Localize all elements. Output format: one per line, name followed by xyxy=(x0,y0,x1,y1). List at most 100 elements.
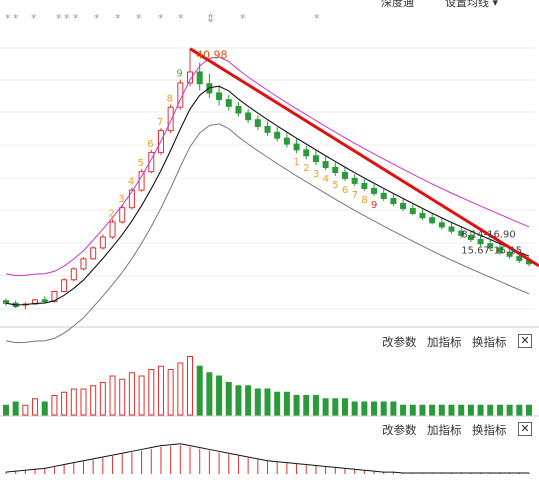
top-menu: 深度通 设置均线 ▾ xyxy=(379,0,539,12)
macd-close-icon[interactable]: ✕ xyxy=(518,422,532,436)
signal-star-mark: * xyxy=(158,12,164,25)
volume-bar xyxy=(516,404,523,416)
volume-bar xyxy=(361,401,368,416)
volume-bar xyxy=(22,404,29,416)
macd-panel-toolbar: 改参数 加指标 换指标 ✕ xyxy=(382,422,532,438)
candle-body xyxy=(380,192,387,199)
volume-bar xyxy=(506,404,513,416)
candle-body xyxy=(187,71,194,84)
volume-bar xyxy=(157,365,164,416)
volume-bar xyxy=(235,385,242,416)
volume-bar xyxy=(351,401,358,416)
ma-lower-line xyxy=(5,123,530,344)
ma-mid-line xyxy=(5,85,530,306)
signal-star-mark: * xyxy=(94,12,100,25)
candle-body xyxy=(312,155,319,163)
candle-body xyxy=(438,222,445,228)
signal-star-mark: * xyxy=(314,12,320,25)
ma-upper-line xyxy=(5,56,530,277)
top-menu-left[interactable]: 深度通 xyxy=(381,0,414,9)
volume-bar xyxy=(400,404,407,416)
candle-body xyxy=(61,279,68,292)
candle-body xyxy=(128,189,135,209)
candle-body xyxy=(390,197,397,205)
candle-body xyxy=(506,251,513,257)
volume-close-icon[interactable]: ✕ xyxy=(518,334,532,348)
td-count-down-label: 6 xyxy=(342,185,348,196)
signal-star-mark: * xyxy=(136,12,142,25)
volume-bar xyxy=(371,401,378,416)
volume-bar xyxy=(138,375,145,416)
candle-body xyxy=(70,268,77,281)
td-count-down-label: 4 xyxy=(323,174,329,185)
td-count-down-label: 1 xyxy=(294,157,300,168)
candle-body xyxy=(458,230,465,236)
volume-bar xyxy=(293,395,300,416)
volume-bar xyxy=(206,372,213,416)
candle-body xyxy=(283,137,290,145)
candle-body xyxy=(109,221,116,238)
signal-star-mark: * xyxy=(56,12,62,25)
candle-body xyxy=(322,161,329,168)
volume-bar xyxy=(254,388,261,416)
td-count-up-label: 9 xyxy=(176,69,182,80)
volume-bar xyxy=(332,398,339,416)
macd-params-button[interactable]: 改参数 xyxy=(382,423,417,437)
annotation-sub-label: 15.67-15.15 xyxy=(461,246,522,257)
volume-bar xyxy=(177,362,184,416)
ma-settings-label: 设置均线 xyxy=(445,0,489,9)
volume-bar xyxy=(41,401,48,416)
candle-body xyxy=(148,151,155,173)
candle-body xyxy=(167,106,174,132)
volume-bar xyxy=(119,378,126,416)
volume-bar xyxy=(32,398,39,416)
candle-body xyxy=(361,182,368,189)
candle-body xyxy=(341,172,348,179)
volume-panel-toolbar: 改参数 加指标 换指标 ✕ xyxy=(382,334,532,350)
td-count-down-label: 9 xyxy=(371,200,377,211)
candle-body xyxy=(516,255,523,261)
candle-body xyxy=(99,236,106,249)
volume-bar xyxy=(467,404,474,416)
volume-bar xyxy=(526,404,532,416)
td-count-up-label: 6 xyxy=(147,139,153,150)
signal-star-mark: * xyxy=(73,12,79,25)
volume-bar xyxy=(196,365,203,416)
volume-bar xyxy=(109,375,116,416)
volume-bar xyxy=(148,369,155,416)
candle-body xyxy=(3,300,9,304)
candle-body xyxy=(332,166,339,174)
volume-bar xyxy=(225,382,232,416)
candle-body xyxy=(264,125,271,133)
macd-add-indicator-button[interactable]: 加指标 xyxy=(427,423,462,437)
macd-dif-line xyxy=(5,443,529,474)
volume-add-indicator-button[interactable]: 加指标 xyxy=(427,335,462,349)
td-count-up-label: 5 xyxy=(138,158,144,169)
volume-bar xyxy=(70,388,77,416)
macd-switch-indicator-button[interactable]: 换指标 xyxy=(472,423,507,437)
td-count-up-label: 3 xyxy=(118,194,124,205)
td-count-down-label: 3 xyxy=(313,169,319,180)
signal-star-mark: * xyxy=(64,12,70,25)
ma-settings-menu[interactable]: 设置均线 ▾ xyxy=(445,0,498,10)
candle-body xyxy=(254,119,261,127)
candle-body xyxy=(448,226,455,232)
candle-body xyxy=(225,99,232,107)
signal-star-mark: * xyxy=(31,12,37,25)
td-count-up-label: 8 xyxy=(167,94,173,105)
volume-params-button[interactable]: 改参数 xyxy=(382,335,417,349)
volume-bar xyxy=(187,356,194,416)
candle-body xyxy=(496,247,503,253)
volume-bar xyxy=(380,401,387,416)
volume-bar xyxy=(51,395,58,416)
volume-bar xyxy=(487,404,494,416)
candle-body xyxy=(409,208,416,215)
candle-body xyxy=(400,203,407,210)
candle-body xyxy=(487,243,494,249)
volume-bar xyxy=(167,369,174,416)
signal-star-mark: * xyxy=(240,12,246,25)
volume-switch-indicator-button[interactable]: 换指标 xyxy=(472,335,507,349)
candle-body xyxy=(467,234,474,241)
volume-bar xyxy=(448,404,455,416)
